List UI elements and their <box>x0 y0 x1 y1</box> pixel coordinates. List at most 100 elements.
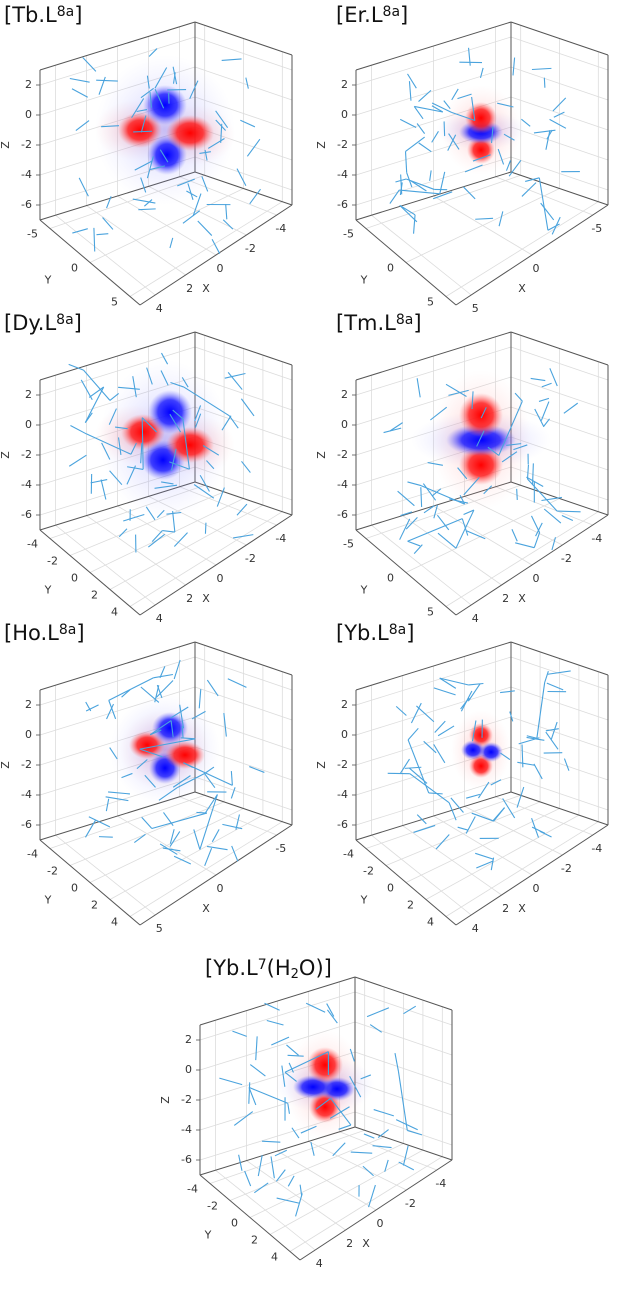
bond <box>326 1003 335 1017</box>
bond <box>502 798 516 819</box>
y-axis-label: Y <box>204 1229 212 1242</box>
bond <box>466 793 481 799</box>
bond <box>465 816 476 834</box>
y-axis-label: Y <box>44 274 52 287</box>
bond <box>202 445 220 456</box>
bond <box>78 177 89 197</box>
bond <box>527 478 558 512</box>
bond <box>399 518 411 540</box>
bond <box>557 510 581 513</box>
grid-line <box>445 201 599 297</box>
orbital-lobe <box>479 742 503 762</box>
bond <box>526 464 530 480</box>
bond <box>88 816 111 828</box>
y-tick-label: 5 <box>427 606 434 619</box>
bond <box>72 228 88 234</box>
panel-title: [Yb.L8a] <box>336 621 414 645</box>
bond <box>457 93 472 100</box>
bond <box>166 511 182 515</box>
x-axis-label: X <box>518 592 526 605</box>
y-tick-label: 4 <box>111 606 118 619</box>
bond <box>245 77 249 89</box>
bond <box>405 178 435 190</box>
orbital-lobe <box>143 85 187 125</box>
bond <box>395 178 407 183</box>
molecule <box>219 1002 423 1217</box>
bond <box>536 682 546 739</box>
box-edge <box>194 791 293 826</box>
bond <box>526 735 537 739</box>
bond <box>238 1154 243 1171</box>
bond <box>169 831 181 847</box>
panel-title: [Er.L8a] <box>336 3 408 27</box>
bond <box>464 164 483 173</box>
bond <box>466 530 486 540</box>
bond <box>408 81 412 101</box>
x-tick-label: -4 <box>275 532 286 545</box>
bond <box>407 518 463 542</box>
bond <box>432 191 453 200</box>
bond <box>561 514 574 521</box>
bond <box>455 509 475 549</box>
bond <box>349 1048 355 1062</box>
bond <box>447 134 457 151</box>
bond <box>173 532 188 547</box>
bond <box>404 766 422 769</box>
box-edge <box>194 641 293 676</box>
box-edge <box>355 529 457 616</box>
bond <box>457 826 468 831</box>
bond <box>136 759 148 770</box>
z-tick-label: -6 <box>21 508 32 521</box>
grid-line <box>129 201 283 297</box>
y-tick-label: 4 <box>427 916 434 929</box>
grid-line <box>249 1143 404 1218</box>
box-edge <box>39 219 141 306</box>
bond <box>399 204 418 223</box>
bond <box>395 705 407 716</box>
bond <box>397 490 415 507</box>
bond <box>68 363 84 371</box>
bond <box>500 690 515 694</box>
bond <box>71 88 88 98</box>
grid-line <box>405 498 560 573</box>
bond <box>521 744 524 768</box>
bond <box>546 682 564 691</box>
z-tick-label: -2 <box>21 758 32 771</box>
x-tick-label: 0 <box>533 882 540 895</box>
bond <box>108 700 117 720</box>
bond <box>109 470 123 486</box>
title-part: ] <box>76 621 84 645</box>
bond <box>140 177 147 193</box>
bond <box>100 479 107 500</box>
bond <box>248 1086 289 1104</box>
bond <box>291 1127 300 1139</box>
bond <box>543 77 546 88</box>
bond <box>332 1142 346 1157</box>
bond <box>372 1145 392 1149</box>
box-edge <box>299 1159 453 1261</box>
bond <box>139 748 163 758</box>
bond <box>443 121 446 137</box>
bond <box>549 368 558 387</box>
bond <box>430 406 448 421</box>
orbital-density <box>110 695 220 805</box>
z-tick-label: -2 <box>337 448 348 461</box>
y-tick-label: -2 <box>207 1200 218 1213</box>
title-part: O)] <box>299 956 332 980</box>
z-tick-label: -6 <box>337 818 348 831</box>
bond <box>249 188 261 205</box>
y-tick-label: -5 <box>343 228 354 241</box>
x-tick-label: -5 <box>591 222 602 235</box>
bond <box>305 1002 326 1013</box>
bond <box>287 1175 295 1187</box>
x-tick-label: -4 <box>591 532 602 545</box>
x-tick-label: 5 <box>156 922 163 935</box>
bond <box>193 484 215 499</box>
bond <box>413 106 424 120</box>
box-edge <box>355 641 512 691</box>
orbital-lobe <box>446 424 516 456</box>
bond <box>144 199 153 207</box>
title-part: [Yb.L <box>205 956 258 980</box>
bond <box>550 721 558 740</box>
